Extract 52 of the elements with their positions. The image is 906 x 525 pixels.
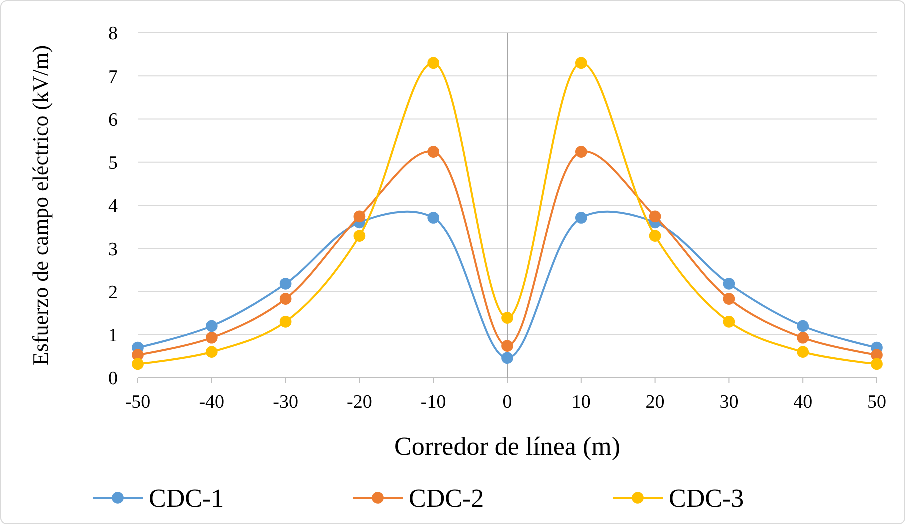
point: [354, 210, 366, 223]
point: [280, 293, 292, 305]
x-tick-label: -10: [420, 392, 446, 413]
point: [502, 312, 514, 324]
y-tick-label: 7: [108, 66, 118, 88]
point: [797, 346, 810, 358]
point: [797, 320, 810, 332]
x-tick-label: 50: [868, 392, 886, 413]
y-axis-title: Esfuerzo de campo eléctrico (kV/m): [28, 45, 53, 366]
y-tick-label: 6: [108, 110, 118, 131]
point: [206, 320, 218, 332]
x-tick-label: -40: [199, 392, 225, 413]
point: [649, 230, 662, 242]
legend-label: CDC-2: [409, 484, 484, 514]
x-tick-label: -50: [125, 392, 151, 413]
point: [206, 332, 218, 344]
point: [871, 358, 883, 370]
y-tick-label: 0: [108, 368, 118, 390]
point: [575, 146, 588, 158]
point: [502, 352, 514, 364]
point: [428, 57, 440, 70]
legend-label: CDC-1: [149, 484, 224, 514]
point: [575, 57, 588, 70]
x-axis-title: Corredor de línea (m): [394, 432, 620, 461]
point: [723, 293, 736, 305]
point: [428, 212, 440, 224]
point: [354, 230, 366, 242]
point: [723, 316, 736, 328]
x-tick-label: 20: [646, 392, 665, 413]
legend-label: CDC-3: [669, 484, 744, 514]
point: [280, 316, 292, 328]
y-tick-label: 5: [108, 153, 118, 174]
y-tick-label: 8: [108, 24, 118, 45]
point: [280, 278, 292, 290]
point: [132, 358, 144, 370]
point: [502, 340, 514, 352]
y-tick-label: 2: [108, 282, 118, 304]
point: [649, 210, 662, 223]
y-tick-label: 3: [108, 239, 118, 260]
point: [723, 278, 736, 290]
x-tick-label: -20: [347, 392, 372, 413]
x-tick-label: 30: [720, 392, 739, 413]
point: [575, 212, 588, 224]
point: [797, 332, 810, 344]
point: [206, 346, 218, 358]
x-tick-label: 40: [794, 392, 813, 413]
x-tick-label: 10: [572, 392, 591, 413]
point: [428, 146, 440, 158]
y-tick-label: 4: [108, 196, 118, 218]
x-tick-label: -30: [273, 392, 298, 413]
y-tick-label: 1: [108, 326, 118, 347]
x-tick-label: 0: [502, 392, 512, 413]
